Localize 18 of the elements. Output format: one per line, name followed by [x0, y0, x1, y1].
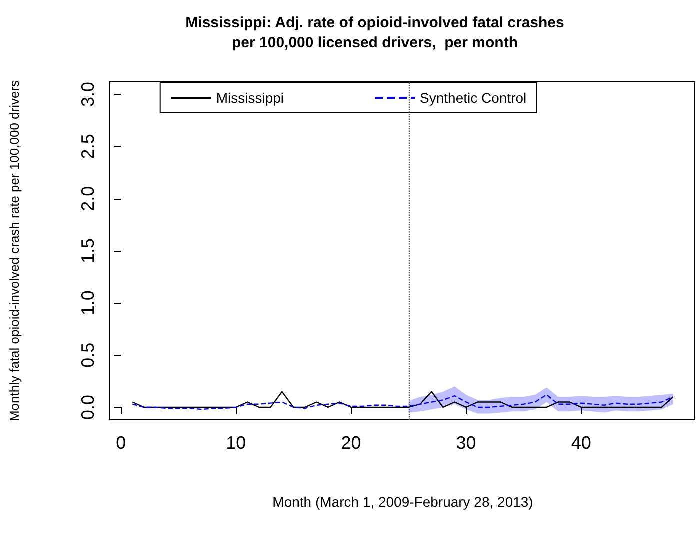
x-tick-label: 10 — [226, 433, 246, 453]
y-tick-label: 0.0 — [78, 394, 98, 420]
x-tick-label: 40 — [571, 433, 592, 453]
x-tick-label: 20 — [341, 433, 362, 453]
y-tick-label: 2.0 — [78, 186, 98, 212]
y-tick-label: 2.5 — [78, 134, 98, 160]
legend-label: Mississippi — [216, 90, 284, 106]
x-axis-title: Month (March 1, 2009-February 28, 2013) — [272, 494, 534, 510]
y-tick-label: 1.5 — [78, 238, 98, 264]
y-tick-label: 0.5 — [78, 342, 98, 368]
chart-title: Mississippi: Adj. rate of opioid-involved fatal crashes per 100,000 licensed drivers, per month — [186, 14, 564, 52]
x-tick-label: 0 — [116, 433, 126, 453]
line-series — [132, 394, 674, 410]
y-tick-label: 3.0 — [78, 82, 98, 108]
x-tick-label: 30 — [456, 433, 476, 453]
legend-label: Synthetic Control — [420, 90, 527, 106]
y-tick-label: 1.0 — [78, 290, 98, 316]
y-axis-title: Monthly fatal opioid-involved crash rate per 100,000 drivers — [7, 80, 22, 422]
